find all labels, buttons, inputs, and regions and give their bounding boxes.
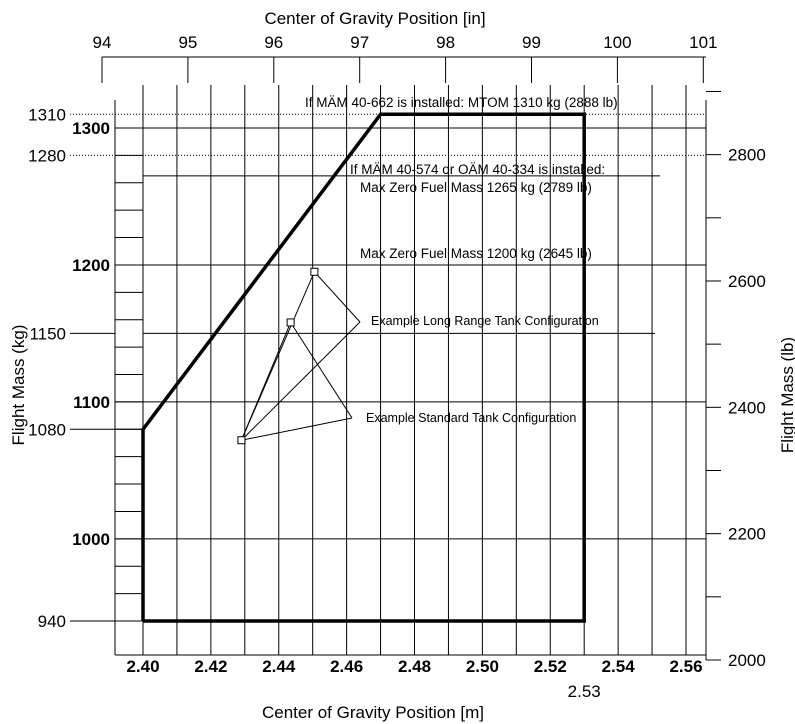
- x-tick-label: 2.48: [398, 657, 431, 676]
- top-tick-label: 101: [689, 33, 717, 52]
- x-axis-title: Center of Gravity Position [m]: [262, 703, 484, 722]
- right-tick-label: 2400: [728, 398, 766, 417]
- chart-marks: [141, 112, 586, 623]
- x-tick-label: 2.44: [262, 657, 296, 676]
- x-tick-label: 2.40: [126, 657, 159, 676]
- x-tick-label: 2.54: [602, 657, 636, 676]
- x-tick-label: 2.50: [466, 657, 499, 676]
- x-extra-tick-label: 2.53: [568, 682, 601, 701]
- y-right-axis-title: Flight Mass (lb): [778, 337, 795, 453]
- top-tick-label: 95: [178, 33, 197, 52]
- right-tick-label: 2000: [728, 651, 766, 670]
- y-tick-label: 1080: [28, 420, 66, 439]
- leader-line: [241, 321, 361, 441]
- mzfm-1265-annotation-line2: Max Zero Fuel Mass 1265 kg (2789 lb): [360, 180, 592, 195]
- example-point: [286, 318, 295, 327]
- right-tick-label: 2800: [728, 146, 766, 165]
- grid: [115, 85, 706, 655]
- axes: [101, 56, 721, 661]
- leader-line: [290, 322, 353, 419]
- minor-ticks: [70, 127, 143, 622]
- right-tick-label: 2600: [728, 272, 766, 291]
- right-tick-label: 2200: [728, 525, 766, 544]
- mtom-annotation: If MÄM 40-662 is installed: MTOM 1310 kg…: [305, 95, 618, 110]
- top-tick-label: 96: [264, 33, 283, 52]
- leader-line: [240, 322, 292, 441]
- chart-labels: 2.40 2.42 2.44 2.46 2.48 2.50 2.52 2.54 2.56 2.53…: [28, 33, 766, 701]
- x-tick-label: 2.52: [534, 657, 567, 676]
- top-tick-label: 97: [350, 33, 369, 52]
- y-tick-label-bold: 1000: [72, 530, 110, 549]
- x-tick-label: 2.46: [330, 657, 363, 676]
- top-axis-title: Center of Gravity Position [in]: [264, 9, 485, 28]
- long-range-annotation: Example Long Range Tank Configuration: [371, 314, 599, 328]
- top-tick-label: 99: [522, 33, 541, 52]
- y-tick-label-bold: 1200: [72, 256, 110, 275]
- example-point: [237, 436, 246, 445]
- mzfm-1265-annotation-line1: If MÄM 40-574 or OÄM 40-334 is installed…: [350, 162, 605, 177]
- cg-envelope-line: [141, 112, 586, 623]
- y-tick-label: 940: [38, 612, 66, 631]
- top-tick-label: 100: [603, 33, 631, 52]
- y-tick-label-bold: 1300: [72, 119, 110, 138]
- reference-lines: [70, 113, 706, 334]
- top-tick-label: 98: [436, 33, 455, 52]
- leader-line: [241, 417, 353, 441]
- y-axis-title: Flight Mass (kg): [9, 325, 28, 446]
- y-tick-label: 1150: [29, 324, 66, 343]
- x-tick-label: 2.56: [669, 657, 702, 676]
- top-tick-label: 94: [93, 33, 112, 52]
- leader-line: [314, 271, 361, 323]
- example-point: [310, 267, 319, 276]
- y-tick-label: 1310: [28, 105, 66, 124]
- y-tick-label: 1280: [28, 146, 66, 165]
- mzfm-1200-annotation: Max Zero Fuel Mass 1200 kg (2645 lb): [360, 246, 592, 261]
- standard-annotation: Example Standard Tank Configuration: [366, 411, 576, 425]
- y-tick-label-bold: 1100: [73, 393, 110, 412]
- x-tick-label: 2.42: [194, 657, 227, 676]
